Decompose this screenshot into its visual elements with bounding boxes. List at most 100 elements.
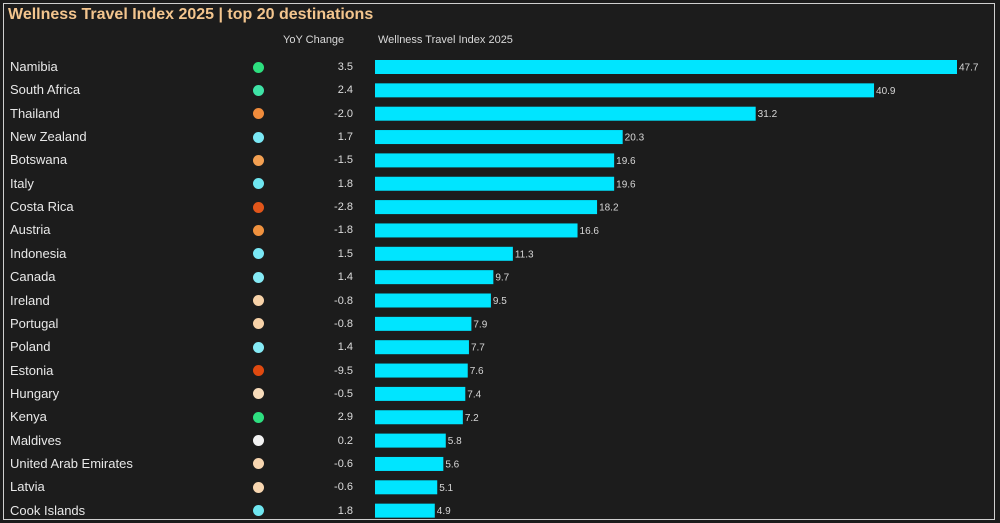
- country-label: Italy: [10, 175, 34, 191]
- yoy-value: 1.4: [337, 341, 353, 354]
- yoy-status-dot: [253, 154, 264, 166]
- bar-value-label: 40.9: [876, 86, 896, 97]
- country-label: Namibia: [10, 59, 58, 74]
- bar-value-label: 47.7: [959, 63, 979, 74]
- bar: [375, 316, 472, 331]
- yoy-status-dot: [253, 61, 264, 73]
- yoy-value: 2.9: [337, 411, 353, 424]
- yoy-status-dot: [253, 201, 264, 213]
- country-label: Costa Rica: [10, 199, 74, 215]
- country-label: Canada: [10, 269, 56, 285]
- bar-value-label: 7.2: [465, 413, 479, 424]
- bar-value-label: 5.6: [445, 459, 459, 470]
- yoy-value: 1.8: [337, 504, 353, 517]
- bar: [375, 60, 957, 74]
- yoy-value: -0.8: [334, 317, 353, 330]
- yoy-status-dot: [253, 224, 264, 236]
- yoy-value: -0.6: [334, 481, 353, 494]
- bar: [375, 293, 491, 308]
- bar-value-label: 31.2: [758, 109, 778, 120]
- country-label: Austria: [10, 222, 51, 238]
- country-label: New Zealand: [10, 129, 87, 145]
- bar: [375, 106, 756, 121]
- yoy-value: 1.8: [337, 177, 353, 190]
- country-label: Kenya: [10, 409, 47, 425]
- yoy-value: -1.8: [334, 224, 353, 237]
- yoy-status-dot: [253, 131, 264, 143]
- country-label: Portugal: [10, 315, 59, 331]
- yoy-value: 2.4: [337, 84, 353, 97]
- yoy-status-dot: [253, 481, 264, 493]
- yoy-value: -9.5: [334, 364, 353, 377]
- yoy-status-dot: [253, 271, 264, 283]
- yoy-status-dot: [253, 84, 264, 96]
- bar-value-label: 4.9: [437, 506, 451, 517]
- bar: [375, 223, 578, 238]
- bar-value-label: 16.6: [580, 226, 600, 237]
- bar: [375, 270, 494, 285]
- yoy-status-dot: [253, 295, 264, 306]
- country-label: Poland: [10, 339, 51, 355]
- yoy-value: -0.5: [334, 387, 353, 400]
- yoy-status-dot: [253, 411, 264, 423]
- yoy-status-dot: [253, 435, 264, 447]
- country-label: South Africa: [10, 82, 81, 98]
- country-label: Botswana: [10, 152, 68, 168]
- country-label: Thailand: [10, 105, 60, 121]
- country-label: Ireland: [10, 292, 50, 308]
- yoy-value: 0.2: [337, 434, 353, 447]
- yoy-value: -1.5: [334, 154, 353, 167]
- bar-value-label: 20.3: [625, 133, 645, 144]
- yoy-value: 1.7: [337, 131, 353, 144]
- bar: [375, 363, 468, 378]
- yoy-status-dot: [253, 388, 264, 400]
- chart-title: Wellness Travel Index 2025 | top 20 dest…: [8, 6, 374, 23]
- bar-value-label: 9.7: [495, 273, 509, 284]
- yoy-status-dot: [253, 248, 264, 260]
- bar-value-label: 18.2: [599, 203, 619, 214]
- bar: [375, 410, 463, 425]
- yoy-status-dot: [253, 178, 264, 190]
- bar: [375, 456, 444, 471]
- country-label: Indonesia: [10, 245, 67, 261]
- bar: [375, 153, 615, 168]
- country-label: Maldives: [10, 432, 62, 448]
- bar-value-label: 5.1: [439, 483, 453, 494]
- yoy-value: -2.0: [334, 107, 353, 120]
- bar: [375, 130, 623, 145]
- yoy-value: 1.5: [337, 247, 353, 260]
- bar-value-label: 9.5: [493, 296, 507, 307]
- bar: [375, 480, 438, 495]
- yoy-status-dot: [253, 505, 264, 517]
- bar: [375, 83, 875, 98]
- bar: [375, 246, 513, 261]
- country-label: Latvia: [10, 479, 45, 495]
- country-label: Estonia: [10, 362, 54, 378]
- yoy-value: 1.4: [337, 271, 353, 284]
- bar-value-label: 19.6: [616, 179, 636, 190]
- bar: [375, 503, 435, 518]
- yoy-status-dot: [253, 341, 264, 353]
- bar-value-label: 19.6: [616, 156, 636, 167]
- country-label: Cook Islands: [10, 502, 86, 518]
- bar: [375, 200, 598, 215]
- country-label: Hungary: [10, 385, 60, 401]
- yoy-value: -0.6: [334, 457, 353, 470]
- bar: [375, 176, 615, 191]
- bar-value-label: 7.7: [471, 343, 485, 354]
- yoy-value: -0.8: [334, 294, 353, 307]
- yoy-value: 3.5: [337, 61, 353, 73]
- bar-value-label: 7.6: [470, 366, 484, 377]
- bar-value-label: 7.4: [467, 389, 481, 400]
- bar-value-label: 11.3: [515, 249, 534, 260]
- country-label: United Arab Emirates: [10, 455, 133, 471]
- yoy-status-dot: [253, 318, 264, 330]
- yoy-status-dot: [253, 108, 264, 120]
- bar: [375, 433, 446, 448]
- index-column-header: Wellness Travel Index 2025: [378, 34, 513, 46]
- bar: [375, 340, 469, 355]
- yoy-status-dot: [253, 458, 264, 470]
- bar: [375, 386, 466, 401]
- bar-value-label: 7.9: [473, 319, 487, 330]
